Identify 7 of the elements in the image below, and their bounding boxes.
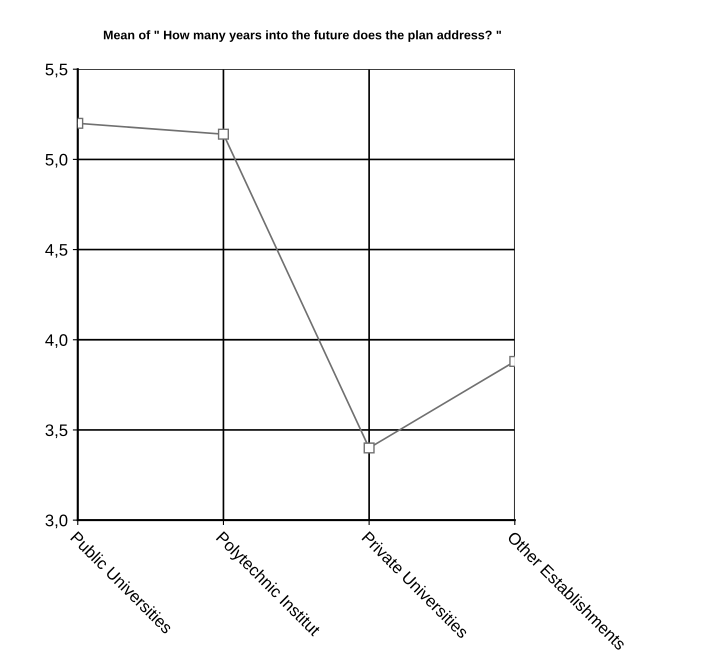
y-tick-label: 5,5 — [46, 64, 68, 78]
chart-title: Mean of " How many years into the future does the plan address? " — [104, 30, 501, 42]
y-tick-label: 3,5 — [46, 424, 68, 438]
y-tick-label: 4,0 — [45, 334, 68, 348]
y-tick-label: 4,5 — [45, 244, 68, 258]
y-tick-label: 3,0 — [46, 514, 68, 528]
y-tick-label: 5,0 — [46, 154, 68, 168]
